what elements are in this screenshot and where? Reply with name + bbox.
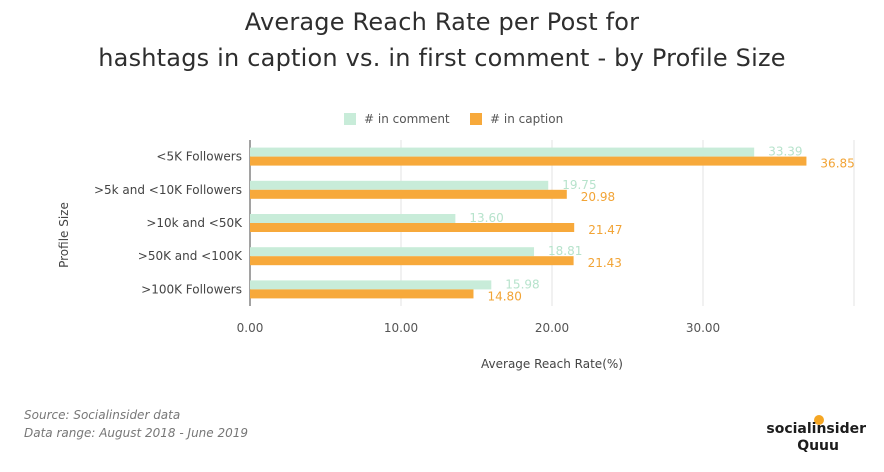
brand-quuu: Quuu xyxy=(797,438,839,454)
x-tick-label: 0.00 xyxy=(237,321,264,335)
legend-swatch-in-comment xyxy=(344,113,356,125)
data-range-note: Data range: August 2018 - June 2019 xyxy=(24,426,249,440)
bar-in-caption xyxy=(250,223,575,232)
bar-in-comment xyxy=(250,180,549,190)
brand-logo-dot xyxy=(814,415,824,425)
bar-in-comment xyxy=(250,214,456,223)
bar-in-comment xyxy=(250,247,535,257)
data-label-in-caption: 20.98 xyxy=(581,190,615,204)
data-label-in-caption: 14.80 xyxy=(487,289,521,303)
bar-chart: <5K Followers 33.39 36.85 >5k and <10K Foll… xyxy=(57,112,855,371)
bar-in-comment xyxy=(250,147,755,157)
legend-swatch-in-caption xyxy=(470,113,482,125)
category-label: <5K Followers xyxy=(156,150,242,164)
data-label-in-comment: 15.98 xyxy=(505,277,539,291)
legend-label-in-comment: # in comment xyxy=(364,112,450,126)
category-label: >5k and <10K Followers xyxy=(94,183,242,197)
chart-title-line-1: Average Reach Rate per Post for xyxy=(244,8,640,36)
bar-in-comment xyxy=(250,280,492,290)
data-label-in-comment: 13.60 xyxy=(469,211,503,225)
y-axis-title: Profile Size xyxy=(57,202,71,268)
x-tick-label: 20.00 xyxy=(535,321,569,335)
data-label-in-caption: 36.85 xyxy=(820,157,854,171)
bar-in-caption xyxy=(250,289,474,299)
source-note: Source: Socialinsider data xyxy=(24,408,181,422)
bar-in-caption xyxy=(250,156,807,166)
data-label-in-comment: 19.75 xyxy=(562,178,596,192)
chart-title-line-2: hashtags in caption vs. in first comment… xyxy=(98,44,786,72)
bar-in-caption xyxy=(250,256,574,266)
bar-in-caption xyxy=(250,189,567,199)
category-label: >10k and <50K xyxy=(146,216,243,230)
brand-socialinsider: socialinsider xyxy=(766,421,866,437)
data-label-in-comment: 18.81 xyxy=(548,244,582,258)
legend-label-in-caption: # in caption xyxy=(490,112,563,126)
data-label-in-caption: 21.43 xyxy=(588,256,622,270)
x-tick-label: 30.00 xyxy=(686,321,720,335)
x-tick-label: 10.00 xyxy=(384,321,418,335)
x-axis-title: Average Reach Rate(%) xyxy=(481,357,623,371)
data-label-in-caption: 21.47 xyxy=(588,223,622,237)
data-label-in-comment: 33.39 xyxy=(768,145,802,159)
category-label: >100K Followers xyxy=(141,282,242,296)
category-label: >50K and <100K xyxy=(138,249,243,263)
